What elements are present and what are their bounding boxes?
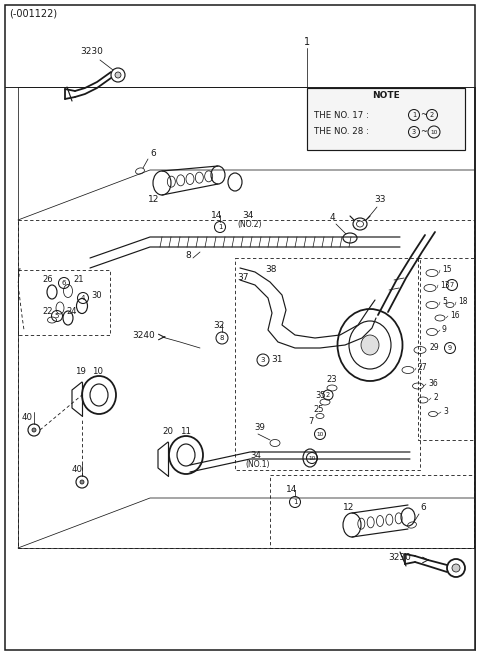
Text: THE NO. 28 :: THE NO. 28 : — [314, 128, 372, 136]
Text: 34: 34 — [242, 210, 253, 219]
Text: 5: 5 — [55, 313, 59, 319]
Text: 25: 25 — [313, 405, 324, 415]
Text: ~: ~ — [420, 111, 427, 119]
Text: NOTE: NOTE — [372, 90, 400, 100]
Text: 1: 1 — [412, 112, 416, 118]
Text: 8: 8 — [185, 250, 191, 259]
Text: 38: 38 — [265, 265, 276, 274]
Text: 3230: 3230 — [80, 48, 103, 56]
Text: 8: 8 — [220, 335, 224, 341]
Text: ~: ~ — [420, 128, 427, 136]
Text: 10: 10 — [92, 367, 103, 377]
Text: 26: 26 — [42, 276, 53, 284]
Text: 19: 19 — [75, 367, 86, 377]
Text: 16: 16 — [450, 312, 460, 320]
Text: 7: 7 — [450, 282, 454, 288]
Text: 2: 2 — [433, 394, 438, 403]
Text: 9: 9 — [442, 326, 447, 335]
Circle shape — [32, 428, 36, 432]
Text: 21: 21 — [73, 276, 84, 284]
Text: 34: 34 — [250, 451, 261, 460]
Text: 33: 33 — [374, 195, 385, 204]
Text: 1: 1 — [218, 224, 222, 230]
Text: 5: 5 — [442, 297, 447, 307]
Ellipse shape — [361, 335, 379, 355]
Text: (NO.1): (NO.1) — [245, 460, 269, 470]
Text: 1: 1 — [304, 37, 310, 47]
Text: 2: 2 — [326, 392, 330, 398]
Text: 23: 23 — [326, 375, 336, 384]
Text: 36: 36 — [428, 379, 438, 388]
Text: 6: 6 — [420, 504, 426, 512]
Text: 37: 37 — [237, 274, 249, 282]
Text: 3: 3 — [412, 129, 416, 135]
Text: 18: 18 — [458, 297, 468, 307]
Text: 30: 30 — [91, 291, 102, 299]
Text: 2: 2 — [430, 112, 434, 118]
Text: 39: 39 — [254, 424, 265, 432]
Bar — [307, 88, 465, 150]
Text: 6: 6 — [62, 280, 66, 286]
Text: 24: 24 — [66, 307, 76, 316]
Text: 12: 12 — [343, 502, 354, 512]
Text: 13: 13 — [440, 280, 450, 290]
Text: 29: 29 — [430, 343, 440, 352]
Text: (NO.2): (NO.2) — [237, 221, 262, 229]
Text: 35: 35 — [315, 390, 325, 400]
Text: 4: 4 — [81, 295, 85, 301]
Text: 4: 4 — [330, 214, 336, 223]
Circle shape — [80, 480, 84, 484]
Text: 10: 10 — [316, 432, 324, 436]
Text: 10: 10 — [430, 130, 438, 134]
Text: 20: 20 — [162, 428, 173, 436]
Text: 1: 1 — [293, 499, 297, 505]
Text: 40: 40 — [72, 466, 83, 474]
Text: 27: 27 — [418, 364, 428, 373]
Text: 3230: 3230 — [388, 553, 411, 563]
Text: 6: 6 — [150, 149, 156, 157]
Circle shape — [452, 564, 460, 572]
Text: 14: 14 — [286, 485, 298, 495]
Text: 3: 3 — [261, 357, 265, 363]
Text: 10: 10 — [308, 455, 316, 460]
Circle shape — [115, 72, 121, 78]
Text: 40: 40 — [22, 413, 33, 422]
Text: 7: 7 — [308, 417, 313, 426]
Text: 12: 12 — [148, 195, 159, 204]
Text: THE NO. 17 :: THE NO. 17 : — [314, 111, 372, 119]
Text: 11: 11 — [180, 428, 191, 436]
Text: (-001122): (-001122) — [9, 9, 57, 19]
Text: 15: 15 — [442, 265, 452, 274]
Text: 3240: 3240 — [132, 331, 155, 339]
Text: 22: 22 — [42, 307, 52, 316]
Text: 31: 31 — [271, 356, 283, 364]
Text: 14: 14 — [211, 210, 222, 219]
Text: 9: 9 — [448, 345, 452, 351]
Text: 32: 32 — [213, 320, 224, 329]
Text: 3: 3 — [443, 407, 448, 417]
